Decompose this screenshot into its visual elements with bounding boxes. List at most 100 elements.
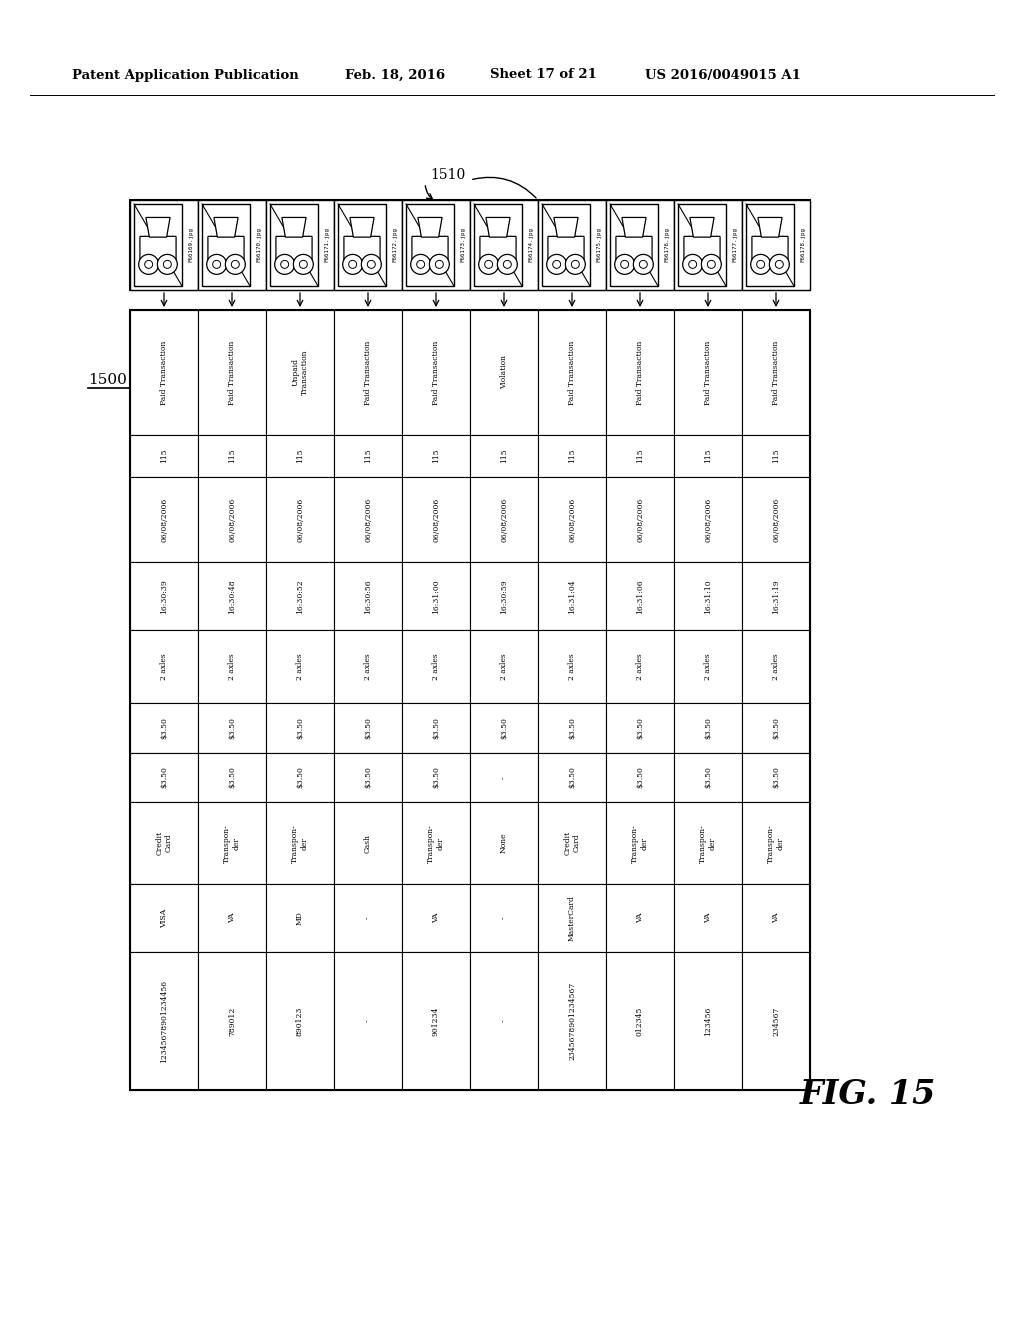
Bar: [334, 434, 402, 477]
Bar: [198, 562, 266, 631]
Bar: [742, 477, 810, 562]
Text: 06/08/2006: 06/08/2006: [772, 498, 780, 541]
Bar: [674, 434, 742, 477]
Bar: [538, 752, 606, 803]
Text: 16:31:06: 16:31:06: [636, 579, 644, 614]
Text: 06/08/2006: 06/08/2006: [500, 498, 508, 541]
Polygon shape: [145, 218, 170, 238]
Text: 115: 115: [364, 449, 372, 463]
Bar: [538, 562, 606, 631]
Text: $3.50: $3.50: [772, 717, 780, 738]
Bar: [198, 310, 266, 434]
Text: 06/08/2006: 06/08/2006: [705, 498, 712, 541]
Polygon shape: [486, 218, 510, 238]
Bar: [674, 310, 742, 434]
Text: 16:30:39: 16:30:39: [160, 579, 168, 614]
Text: Paid Transaction: Paid Transaction: [364, 341, 372, 404]
Text: 890123: 890123: [296, 1006, 304, 1036]
Text: $3.50: $3.50: [160, 717, 168, 738]
Text: Sheet 17 of 21: Sheet 17 of 21: [490, 69, 597, 82]
Circle shape: [368, 260, 376, 268]
Circle shape: [769, 255, 790, 275]
FancyBboxPatch shape: [275, 236, 312, 264]
Text: 2 axles: 2 axles: [228, 653, 236, 680]
Text: $3.50: $3.50: [228, 717, 236, 738]
Circle shape: [547, 255, 566, 275]
Circle shape: [775, 260, 783, 268]
Circle shape: [343, 255, 362, 275]
Text: Transpon-
der: Transpon- der: [427, 824, 444, 862]
Text: 16:30:52: 16:30:52: [296, 579, 304, 614]
Bar: [130, 631, 198, 702]
Bar: [402, 884, 470, 952]
FancyBboxPatch shape: [344, 236, 380, 264]
Text: MasterCard: MasterCard: [568, 895, 575, 941]
Text: Paid Transaction: Paid Transaction: [568, 341, 575, 404]
Bar: [538, 201, 606, 290]
Bar: [334, 201, 402, 290]
Text: Paid Transaction: Paid Transaction: [772, 341, 780, 404]
Bar: [266, 702, 334, 752]
Bar: [470, 201, 538, 290]
Bar: [198, 884, 266, 952]
Text: Paid Transaction: Paid Transaction: [228, 341, 236, 404]
Bar: [266, 803, 334, 884]
Text: 2 axles: 2 axles: [160, 653, 168, 680]
Bar: [674, 562, 742, 631]
Text: 06/08/2006: 06/08/2006: [364, 498, 372, 541]
Circle shape: [571, 260, 580, 268]
Bar: [198, 434, 266, 477]
Text: 2 axles: 2 axles: [568, 653, 575, 680]
Polygon shape: [214, 218, 239, 238]
Bar: [470, 477, 538, 562]
Text: FIG. 15: FIG. 15: [800, 1078, 936, 1111]
Bar: [606, 562, 674, 631]
Bar: [742, 562, 810, 631]
Circle shape: [689, 260, 696, 268]
Text: 115: 115: [705, 449, 712, 463]
Bar: [406, 205, 454, 286]
Bar: [402, 702, 470, 752]
Bar: [270, 205, 318, 286]
Text: $3.50: $3.50: [364, 717, 372, 738]
Circle shape: [417, 260, 425, 268]
Circle shape: [299, 260, 307, 268]
Text: 12345678901234456: 12345678901234456: [160, 979, 168, 1063]
Bar: [470, 310, 538, 434]
Bar: [678, 205, 726, 286]
Text: F66175.jpg: F66175.jpg: [597, 227, 601, 263]
Bar: [606, 434, 674, 477]
Bar: [198, 201, 266, 290]
Text: -: -: [364, 1020, 372, 1023]
Bar: [674, 803, 742, 884]
Text: VA: VA: [705, 912, 712, 923]
Bar: [402, 310, 470, 434]
Text: 06/08/2006: 06/08/2006: [636, 498, 644, 541]
Bar: [202, 205, 250, 286]
Text: 115: 115: [228, 449, 236, 463]
Text: F66170.jpg: F66170.jpg: [256, 227, 261, 263]
Bar: [742, 702, 810, 752]
Polygon shape: [690, 218, 714, 238]
Bar: [538, 310, 606, 434]
Bar: [606, 477, 674, 562]
Text: 06/08/2006: 06/08/2006: [228, 498, 236, 541]
Bar: [130, 702, 198, 752]
Text: 115: 115: [160, 449, 168, 463]
Circle shape: [751, 255, 771, 275]
Bar: [674, 477, 742, 562]
Circle shape: [361, 255, 381, 275]
Bar: [130, 310, 810, 1090]
Circle shape: [757, 260, 765, 268]
Bar: [334, 702, 402, 752]
Text: $3.50: $3.50: [432, 717, 440, 738]
Circle shape: [158, 255, 177, 275]
Circle shape: [701, 255, 721, 275]
Text: 234567: 234567: [772, 1006, 780, 1036]
Text: F66169.jpg: F66169.jpg: [188, 227, 194, 263]
Text: 2345678901234567: 2345678901234567: [568, 982, 575, 1060]
Circle shape: [504, 260, 511, 268]
Bar: [266, 434, 334, 477]
Text: Patent Application Publication: Patent Application Publication: [72, 69, 299, 82]
Text: $3.50: $3.50: [160, 767, 168, 788]
